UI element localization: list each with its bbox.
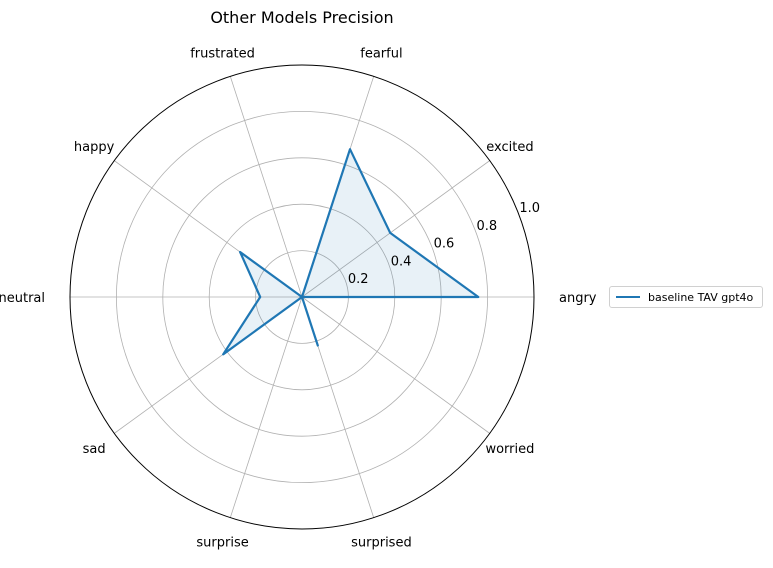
- data-layer: [222, 148, 480, 356]
- radial-tick-label: 0.4: [391, 254, 412, 269]
- category-label-angry: angry: [559, 291, 597, 306]
- category-label-neutral: neutral: [0, 291, 45, 306]
- legend-swatch: [616, 296, 640, 298]
- label-layer: 0.2 0.4 0.6 0.8 1.0 angry excited fearful frustr…: [0, 47, 597, 551]
- series-fill: [223, 149, 479, 355]
- radial-tick-label: 0.2: [348, 272, 369, 287]
- category-label-surprise: surprise: [196, 535, 248, 550]
- category-label-worried: worried: [485, 442, 534, 457]
- radial-tick-label: 0.6: [434, 237, 455, 252]
- category-label-fearful: fearful: [360, 47, 402, 62]
- category-label-sad: sad: [83, 442, 106, 457]
- grid-spoke: [229, 76, 303, 298]
- chart-title: Other Models Precision: [210, 8, 394, 27]
- category-label-surprised: surprised: [351, 535, 412, 550]
- grid-spoke: [229, 296, 303, 518]
- category-label-happy: happy: [74, 140, 115, 155]
- category-label-frustrated: frustrated: [190, 47, 255, 62]
- category-label-excited: excited: [486, 140, 533, 155]
- polar-spine: [69, 64, 535, 530]
- legend-label: baseline TAV gpt4o: [648, 290, 754, 304]
- legend: baseline TAV gpt4o: [609, 286, 763, 308]
- radial-tick-label: 1.0: [519, 201, 540, 216]
- radial-tick-label: 0.8: [476, 219, 497, 234]
- series-line: [222, 148, 480, 356]
- grid-spoke: [301, 160, 490, 298]
- grid-spoke: [301, 296, 490, 434]
